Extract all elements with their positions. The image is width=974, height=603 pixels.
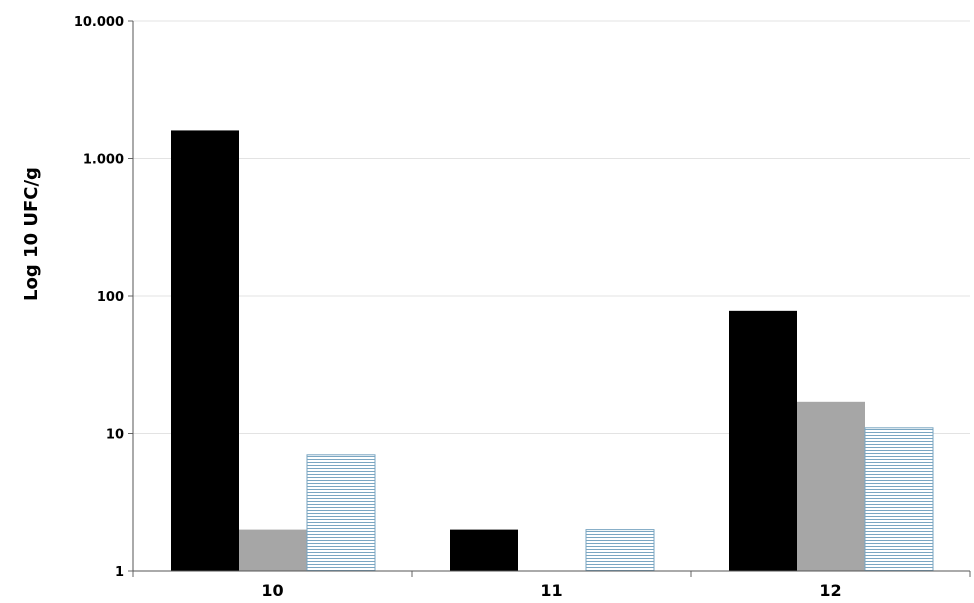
bar-12-series-2 [797, 401, 865, 571]
axes [128, 20, 971, 577]
y-tick-label: 10 [106, 428, 124, 443]
labels: 1 10 100 1.000 10.000 10 11 12 [74, 15, 842, 600]
bar-11-series-1 [450, 529, 518, 571]
bars [171, 130, 934, 572]
y-axis-title: Log 10 UFC/g [21, 167, 42, 301]
bar-12-series-1 [729, 310, 797, 571]
gridlines [133, 20, 970, 434]
bar-10-series-1 [171, 130, 239, 571]
y-tick-label: 1.000 [83, 153, 124, 168]
bar-10-series-3 [306, 454, 376, 572]
y-tick-label: 10.000 [74, 15, 124, 30]
bar-11-series-3 [585, 529, 655, 572]
x-tick-label: 10 [261, 581, 283, 600]
bar-12-series-3 [864, 427, 934, 572]
bar-10-series-2 [239, 529, 307, 571]
y-tick-label: 1 [115, 565, 124, 580]
x-tick-label: 12 [819, 581, 841, 600]
y-tick-label: 100 [97, 290, 124, 305]
x-tick-label: 11 [540, 581, 562, 600]
